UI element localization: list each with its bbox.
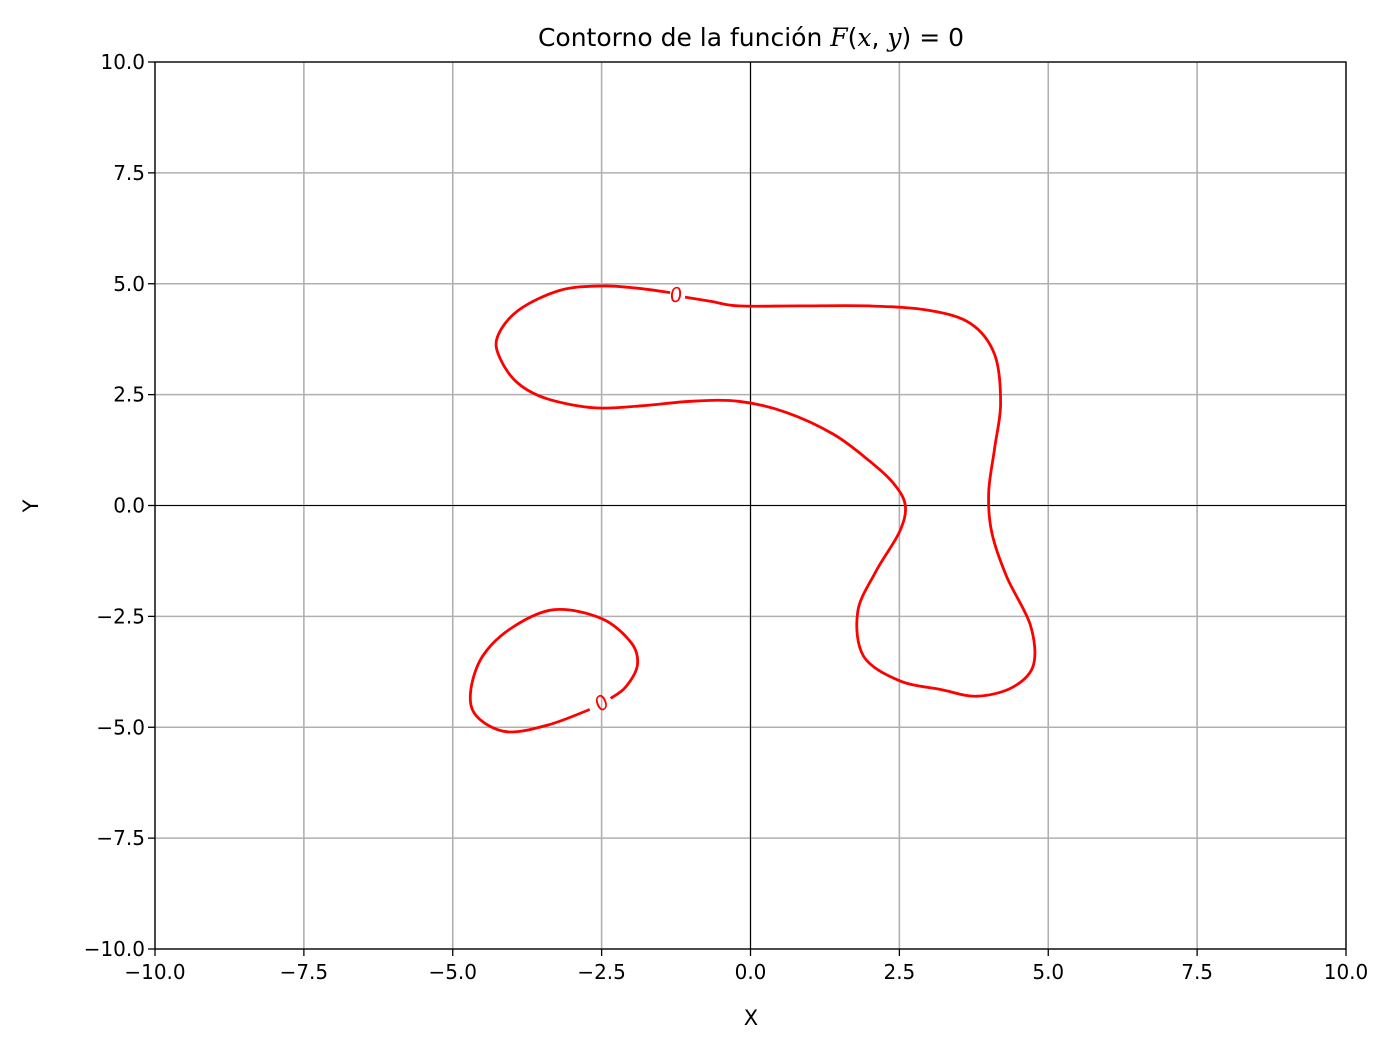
x-tick-label-4: 0.0 xyxy=(735,960,767,984)
x-tick-label-0: −10.0 xyxy=(124,960,185,984)
x-axis-ticks: −10.0 −7.5 −5.0 −2.5 0.0 2.5 5.0 7.5 10.0 xyxy=(124,949,1368,984)
y-tick-label-5: 2.5 xyxy=(113,383,145,407)
y-tick-label-3: −2.5 xyxy=(96,604,145,628)
contour-label-0: 0 xyxy=(668,282,684,308)
y-axis-label: Y xyxy=(19,499,43,513)
contour-line-0 xyxy=(494,284,1037,698)
y-tick-label-4: 0.0 xyxy=(113,494,145,518)
y-tick-label-6: 5.0 xyxy=(113,272,145,296)
y-tick-label-7: 7.5 xyxy=(113,161,145,185)
x-tick-label-6: 5.0 xyxy=(1032,960,1064,984)
y-tick-label-0: −10.0 xyxy=(84,937,145,961)
x-tick-label-5: 2.5 xyxy=(883,960,915,984)
chart-title: Contorno de la función F(x, y) = 0 xyxy=(538,23,964,52)
y-axis-ticks: −10.0 −7.5 −5.0 −2.5 0.0 2.5 5.0 7.5 10.0 xyxy=(84,50,155,961)
x-tick-label-2: −5.0 xyxy=(428,960,477,984)
contour-line-1 xyxy=(468,608,640,734)
x-tick-label-8: 10.0 xyxy=(1324,960,1369,984)
y-tick-label-8: 10.0 xyxy=(100,50,145,74)
x-tick-label-7: 7.5 xyxy=(1181,960,1213,984)
contour-lines xyxy=(468,284,1037,734)
x-axis-label: X xyxy=(744,1006,758,1030)
y-tick-label-1: −7.5 xyxy=(96,826,145,850)
zero-axis-lines xyxy=(155,62,1346,949)
x-tick-label-1: −7.5 xyxy=(280,960,329,984)
x-tick-label-3: −2.5 xyxy=(577,960,626,984)
y-tick-label-2: −5.0 xyxy=(96,715,145,739)
